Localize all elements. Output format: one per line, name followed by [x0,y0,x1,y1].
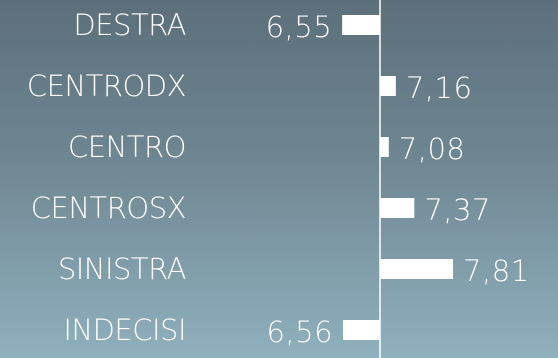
value-label: 7,81 [463,254,530,288]
category-label: CENTRODX [27,69,186,103]
bar-indecisi [343,320,380,340]
value-label: 7,08 [399,132,466,166]
category-label: SINISTRA [58,252,186,286]
value-label: 6,56 [266,315,333,349]
bar-destra [342,15,380,35]
category-label: CENTROSX [31,191,186,225]
bar-centro [380,137,389,157]
value-label: 6,55 [266,10,333,44]
value-label: 7,16 [406,71,473,105]
category-label: CENTRO [68,130,186,164]
category-label: DESTRA [73,8,186,42]
category-label: INDECISI [63,313,186,347]
bar-centrosx [380,198,415,218]
bar-sinistra [380,259,454,279]
bar-centrodx [380,76,396,96]
value-label: 7,37 [424,193,491,227]
